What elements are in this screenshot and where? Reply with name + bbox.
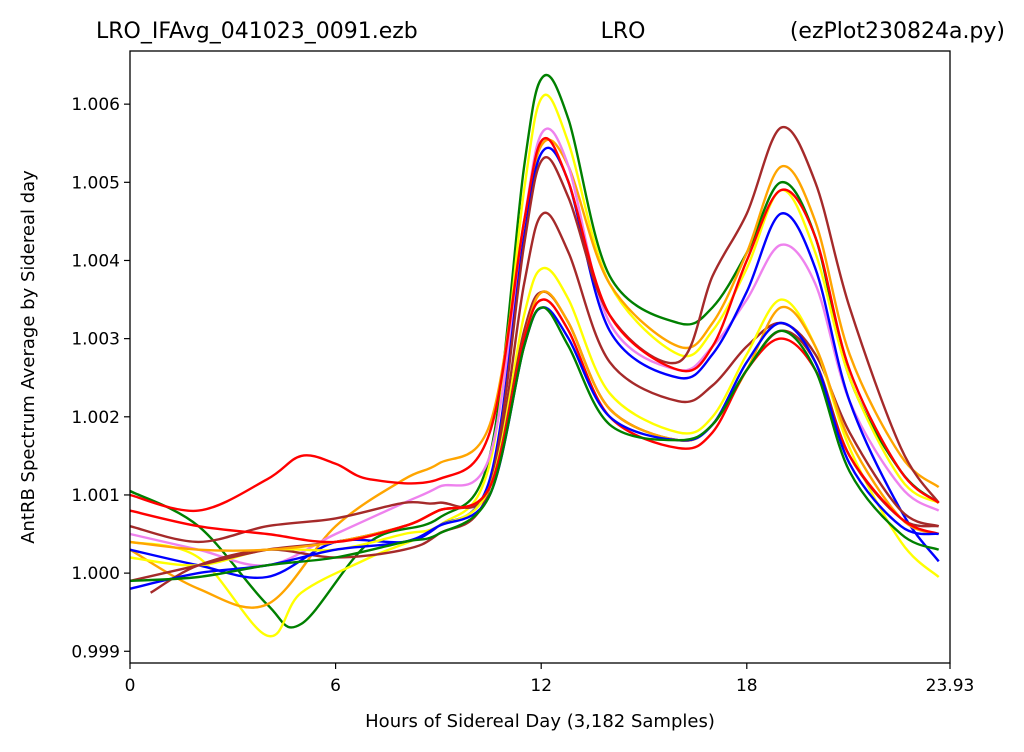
series-layer	[129, 73, 940, 638]
series-line-6	[149, 125, 940, 594]
x-tick-label: 18	[736, 676, 758, 696]
y-tick-label: 1.006	[71, 95, 120, 115]
x-axis-label: Hours of Sidereal Day (3,182 Samples)	[365, 711, 715, 732]
y-axis: 0.999 1.000 1.001 1.002 1.003 1.004 1.005 1.006	[71, 95, 130, 662]
chart-title-center: LRO	[601, 19, 646, 44]
series-line-11	[129, 290, 940, 552]
series-line-2	[129, 93, 940, 638]
x-tick-label: 0	[125, 676, 136, 696]
y-tick-label: 1.000	[71, 564, 120, 584]
series-line-5	[129, 146, 940, 579]
x-tick-label: 6	[330, 676, 341, 696]
series-line-13	[129, 306, 939, 590]
y-tick-label: 1.002	[71, 408, 120, 428]
y-tick-label: 0.999	[71, 642, 120, 662]
x-tick-label: 23.93	[926, 676, 975, 696]
plot-frame	[129, 50, 951, 664]
chart-title-left: LRO_IFAvg_041023_0091.ezb	[96, 19, 418, 44]
series-line-14	[129, 306, 940, 583]
chart-title-right: (ezPlot230824a.py)	[790, 19, 1005, 44]
x-axis: 0 6 12 18 23.93	[125, 663, 975, 696]
y-tick-label: 1.003	[71, 330, 120, 350]
series-line-10	[129, 290, 939, 583]
y-tick-label: 1.005	[71, 173, 120, 193]
y-tick-label: 1.001	[71, 486, 120, 506]
series-line-8	[129, 211, 940, 544]
y-tick-label: 1.004	[71, 251, 120, 271]
series-line-7	[129, 136, 940, 513]
x-tick-label: 12	[530, 676, 552, 696]
series-line-4	[129, 127, 940, 567]
y-axis-label: AntRB Spectrum Average by Sidereal day	[18, 170, 39, 544]
series-line-12	[129, 298, 940, 544]
